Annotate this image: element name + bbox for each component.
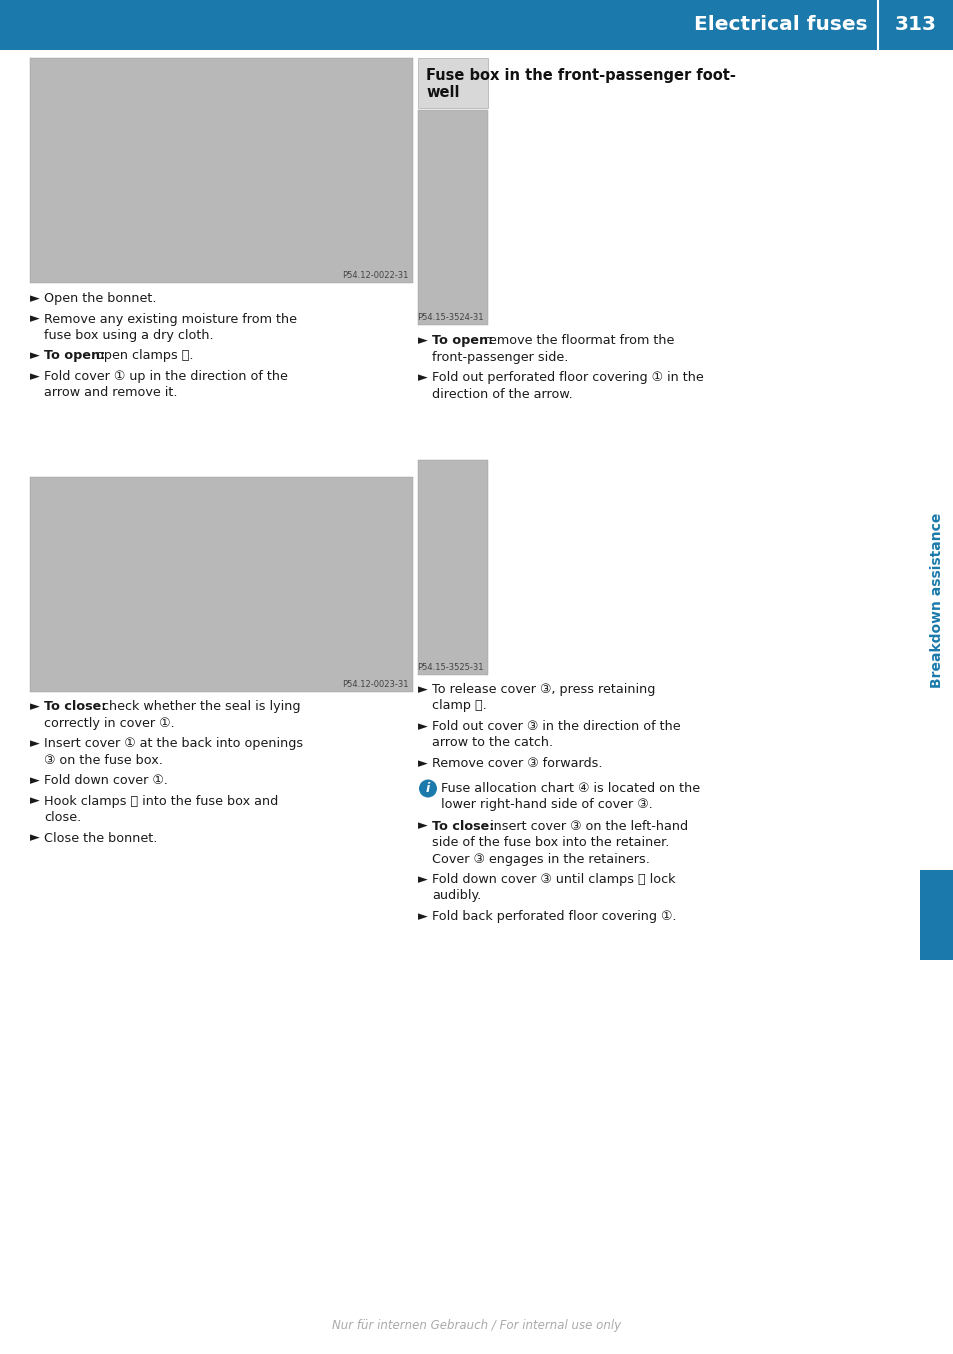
Text: arrow to the catch.: arrow to the catch.: [432, 737, 553, 750]
Text: ►: ►: [30, 831, 40, 845]
Text: ►: ►: [417, 720, 427, 733]
Text: close.: close.: [44, 811, 81, 825]
Text: ►: ►: [417, 910, 427, 923]
Text: Fold out cover ③ in the direction of the: Fold out cover ③ in the direction of the: [432, 720, 679, 733]
Text: Fold down cover ③ until clamps Ⓐ lock: Fold down cover ③ until clamps Ⓐ lock: [432, 873, 675, 886]
Text: Fold down cover ①.: Fold down cover ①.: [44, 774, 168, 787]
Text: Cover ③ engages in the retainers.: Cover ③ engages in the retainers.: [432, 853, 649, 865]
Text: Fold back perforated floor covering ①.: Fold back perforated floor covering ①.: [432, 910, 676, 923]
Text: Fold cover ① up in the direction of the: Fold cover ① up in the direction of the: [44, 370, 288, 383]
Text: front-passenger side.: front-passenger side.: [432, 351, 568, 363]
Text: P54.15-3524-31: P54.15-3524-31: [417, 313, 483, 322]
Text: direction of the arrow.: direction of the arrow.: [432, 387, 572, 401]
Text: ►: ►: [30, 737, 40, 750]
Text: correctly in cover ①.: correctly in cover ①.: [44, 716, 174, 730]
Text: Remove any existing moisture from the: Remove any existing moisture from the: [44, 313, 296, 325]
Text: ►: ►: [30, 313, 40, 325]
Text: audibly.: audibly.: [432, 890, 480, 903]
Text: i: i: [425, 783, 430, 795]
Text: Electrical fuses: Electrical fuses: [694, 15, 867, 34]
Bar: [417, 110, 488, 325]
Text: ►: ►: [30, 774, 40, 787]
Text: Nur für internen Gebrauch / For internal use only: Nur für internen Gebrauch / For internal…: [332, 1319, 621, 1331]
Bar: [30, 58, 413, 283]
Text: Open the bonnet.: Open the bonnet.: [44, 292, 156, 305]
Bar: [0, 0, 953, 50]
Text: To close:: To close:: [432, 819, 494, 833]
Text: To close:: To close:: [44, 700, 107, 714]
Text: ►: ►: [30, 700, 40, 714]
Text: P54.12-0022-31: P54.12-0022-31: [342, 271, 409, 280]
Text: side of the fuse box into the retainer.: side of the fuse box into the retainer.: [432, 835, 669, 849]
Text: 313: 313: [894, 15, 936, 34]
Text: ►: ►: [30, 349, 40, 363]
Text: arrow and remove it.: arrow and remove it.: [44, 386, 177, 399]
Text: insert cover ③ on the left-hand: insert cover ③ on the left-hand: [485, 819, 687, 833]
Text: Remove cover ③ forwards.: Remove cover ③ forwards.: [432, 757, 602, 770]
Bar: [30, 477, 413, 692]
Text: ►: ►: [417, 873, 427, 886]
Text: ►: ►: [417, 682, 427, 696]
Text: ►: ►: [30, 795, 40, 807]
Text: Fuse box in the front-passenger foot-: Fuse box in the front-passenger foot-: [426, 68, 735, 83]
Text: fuse box using a dry cloth.: fuse box using a dry cloth.: [44, 329, 213, 343]
Text: Close the bonnet.: Close the bonnet.: [44, 831, 157, 845]
Text: Fold out perforated floor covering ① in the: Fold out perforated floor covering ① in …: [432, 371, 703, 385]
Text: lower right-hand side of cover ③.: lower right-hand side of cover ③.: [440, 798, 652, 811]
Text: P54.12-0023-31: P54.12-0023-31: [342, 680, 409, 689]
Text: Insert cover ① at the back into openings: Insert cover ① at the back into openings: [44, 737, 303, 750]
Text: Breakdown assistance: Breakdown assistance: [929, 512, 943, 688]
Bar: [417, 58, 488, 108]
Text: P54.15-3525-31: P54.15-3525-31: [417, 663, 483, 672]
Text: ►: ►: [417, 757, 427, 770]
Bar: [417, 460, 488, 676]
Text: ►: ►: [30, 370, 40, 383]
Text: ③ on the fuse box.: ③ on the fuse box.: [44, 753, 163, 766]
Text: remove the floormat from the: remove the floormat from the: [479, 334, 674, 347]
Text: ►: ►: [417, 371, 427, 385]
Text: open clamps Ⓐ.: open clamps Ⓐ.: [91, 349, 193, 363]
Text: To open:: To open:: [432, 334, 493, 347]
Text: check whether the seal is lying: check whether the seal is lying: [98, 700, 300, 714]
Text: Hook clamps Ⓐ into the fuse box and: Hook clamps Ⓐ into the fuse box and: [44, 795, 278, 807]
Text: clamp Ⓐ.: clamp Ⓐ.: [432, 700, 486, 712]
Bar: [919, 871, 953, 960]
Text: well: well: [426, 85, 459, 100]
Text: To release cover ③, press retaining: To release cover ③, press retaining: [432, 682, 655, 696]
Text: ►: ►: [417, 334, 427, 347]
Text: To open:: To open:: [44, 349, 105, 363]
Text: ►: ►: [417, 819, 427, 833]
Text: ►: ►: [30, 292, 40, 305]
Text: Fuse allocation chart ④ is located on the: Fuse allocation chart ④ is located on th…: [440, 781, 700, 795]
Circle shape: [418, 780, 436, 798]
